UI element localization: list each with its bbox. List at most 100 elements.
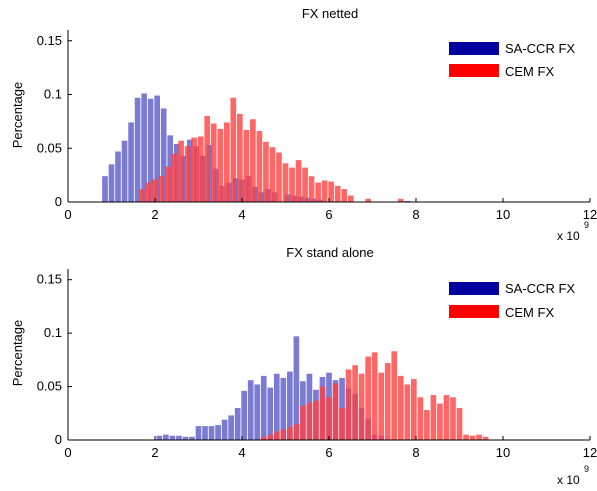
bar xyxy=(384,363,391,440)
bar xyxy=(267,387,274,440)
legend: SA-CCR FX CEM FX xyxy=(449,281,575,320)
bar xyxy=(165,166,171,202)
series-cem-fx xyxy=(260,351,489,441)
bar xyxy=(158,176,165,202)
y-tick-label: 0 xyxy=(55,194,62,209)
bar xyxy=(208,426,215,440)
bar xyxy=(254,384,261,440)
bar xyxy=(476,434,482,440)
legend-swatch-sa-ccr-fx xyxy=(449,282,499,295)
bar xyxy=(221,419,228,440)
bar xyxy=(424,410,430,440)
bar xyxy=(358,373,365,440)
bar xyxy=(293,423,300,440)
bar xyxy=(237,113,243,202)
y-tick-label: 0.05 xyxy=(37,140,62,155)
bar xyxy=(230,97,237,202)
bar xyxy=(302,167,308,202)
bar xyxy=(152,179,158,202)
legend-label-sa-ccr-fx: SA-CCR FX xyxy=(505,41,575,56)
bar xyxy=(334,185,341,203)
bar xyxy=(263,141,269,202)
bar xyxy=(267,434,274,440)
bar xyxy=(182,436,189,440)
bar xyxy=(287,371,293,440)
x-multiplier-base: x 10 xyxy=(557,229,580,243)
bar xyxy=(169,435,176,440)
x-tick-label: 2 xyxy=(151,207,158,222)
bar xyxy=(469,435,476,440)
bar xyxy=(247,380,254,440)
bar xyxy=(269,147,276,202)
bar xyxy=(260,436,267,440)
bar xyxy=(128,122,134,202)
bar xyxy=(204,116,211,202)
x-tick-label: 8 xyxy=(412,207,419,222)
bar xyxy=(326,397,332,440)
legend-label-sa-ccr-fx: SA-CCR FX xyxy=(505,281,575,296)
bar xyxy=(365,198,371,202)
bar xyxy=(276,152,282,202)
y-tick-label: 0.1 xyxy=(44,87,62,102)
bar xyxy=(215,425,221,440)
y-axis-label: Percentage xyxy=(10,82,25,149)
bar xyxy=(176,435,182,440)
legend-label-cem-fx: CEM FX xyxy=(505,64,554,79)
bar xyxy=(156,435,163,440)
bar xyxy=(280,378,287,440)
bar xyxy=(450,397,456,440)
bar xyxy=(345,369,352,440)
bar xyxy=(315,182,321,202)
bar xyxy=(300,405,306,440)
bar xyxy=(260,375,267,441)
bar xyxy=(256,131,263,202)
y-tick-label: 0.05 xyxy=(37,379,62,394)
bar xyxy=(319,386,326,440)
bar xyxy=(171,153,178,203)
chart-panel-fx-netted: FX netted Percentage 0 2 4 6 8 10 12 0 0.05 0.1 0.… xyxy=(10,6,597,243)
bar xyxy=(397,198,404,202)
x-tick-label: 12 xyxy=(583,445,597,460)
bar xyxy=(378,372,385,440)
bar xyxy=(154,95,161,202)
x-multiplier-base: x 10 xyxy=(557,473,580,487)
bar xyxy=(134,97,141,202)
bar xyxy=(404,384,411,440)
bar xyxy=(228,415,234,440)
bar xyxy=(273,373,280,440)
bar xyxy=(223,122,230,202)
bar xyxy=(147,98,154,202)
bar xyxy=(352,365,358,440)
bar xyxy=(250,119,256,202)
bar xyxy=(115,151,121,202)
bar xyxy=(243,129,250,202)
bar xyxy=(295,160,302,202)
x-tick-label: 8 xyxy=(412,445,419,460)
bar xyxy=(397,375,404,441)
bar xyxy=(102,176,108,202)
legend-label-cem-fx: CEM FX xyxy=(505,305,554,320)
bar xyxy=(306,402,313,440)
bar xyxy=(197,136,204,202)
bar xyxy=(108,164,115,203)
legend-swatch-cem-fx xyxy=(449,64,499,77)
x-tick-label: 2 xyxy=(151,445,158,460)
bar xyxy=(339,407,345,440)
y-tick-label: 0.1 xyxy=(44,325,62,340)
chart-title: FX netted xyxy=(302,6,358,21)
bar xyxy=(371,352,378,440)
y-tick-label: 0 xyxy=(55,432,62,447)
x-tick-label: 10 xyxy=(496,445,510,460)
bar xyxy=(430,395,437,440)
bar xyxy=(191,137,197,202)
bar xyxy=(321,180,328,202)
bar xyxy=(178,140,184,202)
bar xyxy=(443,395,450,440)
bar xyxy=(234,407,241,440)
y-tick-label: 0.15 xyxy=(37,33,62,48)
bar xyxy=(210,123,217,202)
bar xyxy=(308,176,315,202)
bar xyxy=(139,189,145,202)
bar xyxy=(293,336,300,440)
bar xyxy=(404,200,411,202)
